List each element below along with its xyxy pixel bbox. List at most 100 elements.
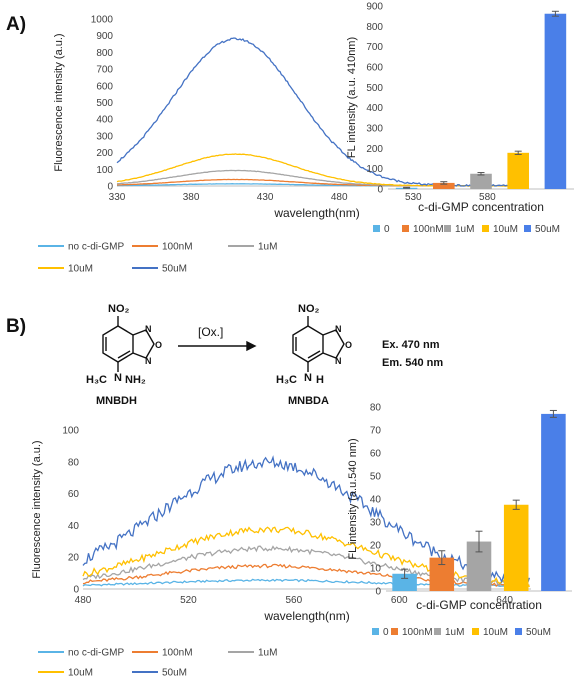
y-tick-label: 900 xyxy=(366,2,383,13)
legend-label-1: no c-di-GMP xyxy=(68,648,124,659)
product-ring-o: O xyxy=(345,340,352,350)
y-tick-label: 30 xyxy=(370,518,382,529)
y-axis-label: Fluorescence intensity (a.u.) xyxy=(53,33,65,171)
y-tick-label: 20 xyxy=(68,553,80,564)
reactant-ring-double-bond xyxy=(117,350,131,359)
series-line-4 xyxy=(116,153,518,187)
x-tick-label: 330 xyxy=(109,192,126,203)
legend-label-2: 100nM xyxy=(162,648,193,659)
y-tick-label: 50 xyxy=(370,472,382,483)
legend-swatch-10uM xyxy=(472,628,479,635)
legend-swatch-50uM xyxy=(524,225,531,232)
panel-label-b: B) xyxy=(6,316,26,337)
legend-label-0: 0 xyxy=(383,627,389,638)
legend-swatch-10uM xyxy=(482,225,489,232)
reactant-amine-left: H₃C xyxy=(86,374,107,386)
panel-label-a: A) xyxy=(6,14,26,35)
legend-label-1uM: 1uM xyxy=(445,627,464,638)
legend-label-1: no c-di-GMP xyxy=(68,242,124,253)
x-tick-label: 580 xyxy=(479,192,496,203)
arrow-label: [Ox.] xyxy=(198,325,223,339)
y-tick-label: 40 xyxy=(370,495,382,506)
x-axis-label: wavelength(nm) xyxy=(273,206,359,220)
emission-label: Em. 540 nm xyxy=(382,357,443,369)
legend-label-5: 50uM xyxy=(162,668,187,679)
bar-50uM xyxy=(541,413,566,591)
y-tick-label: 10 xyxy=(370,564,382,575)
legend-label-100nM: 100nM xyxy=(402,627,433,638)
bar-chart-a: 0 100 200 300 400 500 600 700 800 900 c-di-GMP con… xyxy=(346,2,574,214)
x-tick-label: 480 xyxy=(331,192,348,203)
y-tick-label: 0 xyxy=(375,587,381,598)
y-tick-label: 700 xyxy=(366,42,383,53)
y-tick-label: 20 xyxy=(370,541,382,552)
legend-swatch-100nM xyxy=(402,225,409,232)
y-tick-label: 0 xyxy=(107,182,113,193)
series-line-3 xyxy=(82,545,530,588)
reaction-scheme xyxy=(102,316,345,372)
y-tick-label: 700 xyxy=(96,65,113,76)
x-tick-label: 520 xyxy=(180,595,197,606)
legend-swatch-50uM xyxy=(515,628,522,635)
bar-1uM xyxy=(470,173,492,189)
product-amine-n: N xyxy=(304,372,312,384)
reactant-name: MNBDH xyxy=(96,395,137,407)
legend-label-1uM: 1uM xyxy=(455,224,474,235)
legend-label-3: 1uM xyxy=(258,242,277,253)
bar-legend-a: 0 100nM 1uM 10uM 50uM xyxy=(373,224,560,235)
y-tick-label: 1000 xyxy=(91,15,114,26)
spectrum-legend-a: no c-di-GMP 100nM 1uM 10uM 50uM xyxy=(38,242,277,275)
product-ring-n-bottom: N xyxy=(335,356,342,366)
bar-chart-b: 0 10 20 30 40 50 60 70 80 c-di-GMP concentration F… xyxy=(347,403,572,612)
x-tick-label: 600 xyxy=(391,595,408,606)
excitation-label: Ex. 470 nm xyxy=(382,339,440,351)
y-tick-label: 200 xyxy=(366,144,383,155)
series-line-2 xyxy=(82,563,530,588)
legend-swatch-1uM xyxy=(444,225,451,232)
legend-label-10uM: 10uM xyxy=(483,627,508,638)
reactant-ring-o: O xyxy=(155,340,162,350)
reactant-amine-n: N xyxy=(114,372,122,384)
bar-10uM xyxy=(503,504,529,591)
y-tick-label: 500 xyxy=(96,98,113,109)
y-tick-label: 800 xyxy=(96,48,113,59)
x-tick-label: 430 xyxy=(257,192,274,203)
bar-10uM xyxy=(507,152,529,189)
legend-label-4: 10uM xyxy=(68,668,93,679)
y-tick-label: 60 xyxy=(370,449,382,460)
x-tick-label: 530 xyxy=(405,192,422,203)
legend-label-3: 1uM xyxy=(258,648,277,659)
reaction-arrowhead xyxy=(246,340,257,352)
x-tick-label: 640 xyxy=(496,595,513,606)
legend-label-50uM: 50uM xyxy=(535,224,560,235)
bar-legend-b: 0 100nM 1uM 10uM 50uM xyxy=(372,627,551,638)
y-tick-label: 0 xyxy=(377,185,383,196)
y-tick-label: 100 xyxy=(366,164,383,175)
y-tick-label: 300 xyxy=(96,131,113,142)
scheme-labels: NO₂ N O N H₃C N NH₂ MNBDH [Ox.] NO₂ N O … xyxy=(86,303,443,407)
y-tick-label: 100 xyxy=(96,165,113,176)
legend-label-2: 100nM xyxy=(162,242,193,253)
legend-swatch-100nM xyxy=(391,628,398,635)
y-axis-label: Fluorescence intensity (a.u.) xyxy=(31,440,43,578)
series-line-5 xyxy=(116,37,518,187)
series-line-4 xyxy=(82,526,530,588)
y-tick-label: 40 xyxy=(68,521,80,532)
product-oxadiazole-ring xyxy=(322,329,345,359)
reactant-ring-n-bottom: N xyxy=(145,356,152,366)
reactant-ring-n-top: N xyxy=(145,324,152,334)
y-axis-label: FL intensity (a.u.540 nm) xyxy=(347,438,359,559)
legend-swatch-0 xyxy=(372,628,379,635)
product-ring-n-top: N xyxy=(335,324,342,334)
y-axis-label: FL intensity (a.u. 410nm) xyxy=(346,37,358,158)
y-tick-label: 70 xyxy=(370,426,382,437)
y-tick-label: 0 xyxy=(73,585,79,596)
y-tick-label: 400 xyxy=(366,103,383,114)
y-tick-label: 600 xyxy=(96,81,113,92)
y-tick-label: 500 xyxy=(366,83,383,94)
y-tick-label: 80 xyxy=(370,403,382,414)
x-tick-label: 560 xyxy=(285,595,302,606)
spectrum-legend-b: no c-di-GMP 100nM 1uM 10uM 50uM xyxy=(38,648,277,679)
y-tick-label: 100 xyxy=(62,426,79,437)
legend-label-0: 0 xyxy=(384,224,390,235)
